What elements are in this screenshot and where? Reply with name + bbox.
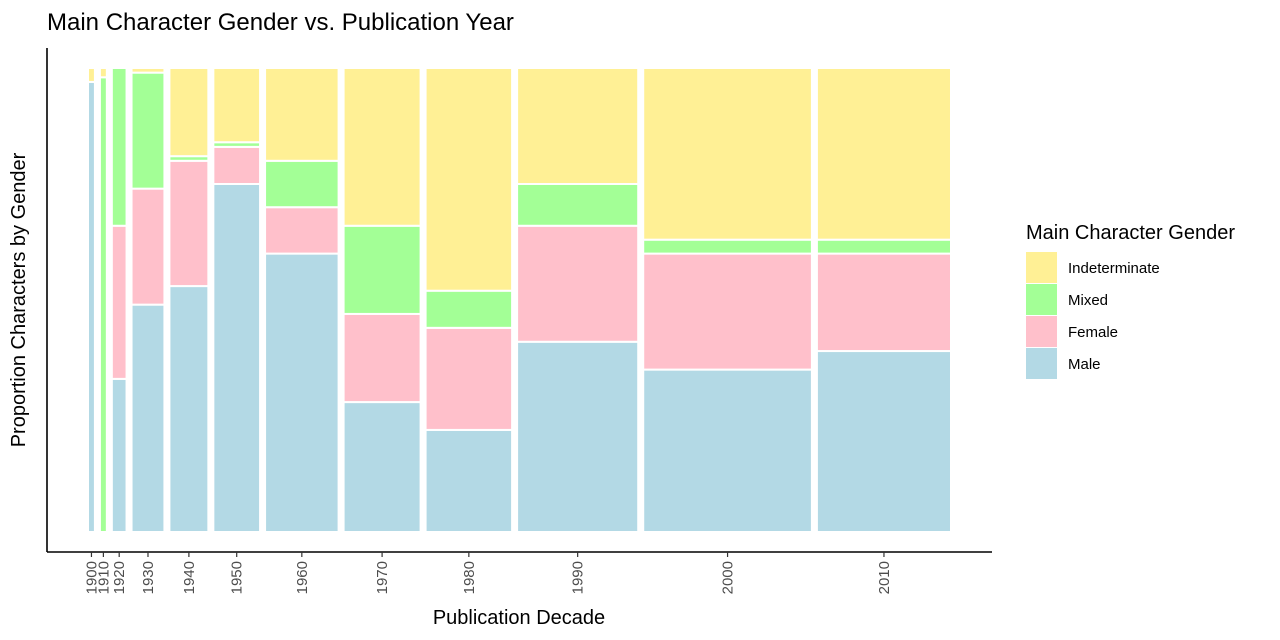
- x-tick-label: 1950: [229, 561, 246, 594]
- mosaic-tile-1980-female: [424, 326, 514, 431]
- mosaic-tile-1970-mixed: [342, 224, 422, 315]
- mosaic-tile-1980-indeterminate: [424, 67, 514, 292]
- y-axis-title: Proportion Characters by Gender: [8, 152, 30, 447]
- legend-label-mixed: Mixed: [1068, 292, 1108, 309]
- mosaic-tile-2000-indeterminate: [642, 67, 813, 241]
- mosaic-tile-1970-female: [342, 312, 422, 404]
- legend-title: Main Character Gender: [1026, 222, 1235, 244]
- x-tick-label: 2010: [876, 561, 893, 594]
- legend-label-indeterminate: Indeterminate: [1068, 260, 1160, 277]
- x-tick-label: 1900: [83, 561, 100, 594]
- mosaic-tile-1960-indeterminate: [264, 67, 340, 162]
- mosaic-tile-1950-female: [212, 145, 262, 186]
- x-tick-label: 1940: [181, 561, 198, 594]
- mosaic-tile-1990-male: [516, 340, 640, 534]
- mosaic-tile-1960-mixed: [264, 159, 340, 209]
- x-tick-label: 1970: [374, 561, 391, 594]
- mosaic-tile-1990-mixed: [516, 183, 640, 227]
- mosaic-tile-1920-female: [110, 224, 128, 380]
- mosaic-tile-2010-female: [815, 252, 952, 353]
- mosaic-tile-1940-male: [168, 285, 210, 533]
- mosaic-tile-2010-mixed: [815, 238, 952, 255]
- x-tick-label: 1920: [111, 561, 128, 594]
- x-tick-label: 1980: [461, 561, 478, 594]
- mosaic-tile-2000-male: [642, 368, 813, 533]
- mosaic-tile-1990-indeterminate: [516, 67, 640, 185]
- mosaic-tile-1920-male: [110, 377, 128, 533]
- x-tick-label: 1990: [570, 561, 587, 594]
- mosaic-tile-1960-male: [264, 252, 340, 533]
- legend: Main Character Gender Indeterminate Mixed…: [1026, 222, 1235, 379]
- mosaic-tile-1940-female: [168, 159, 210, 288]
- legend-key-indeterminate: [1026, 252, 1057, 283]
- mosaic-tile-1900-male: [87, 80, 96, 533]
- mosaic-tile-1900-indeterminate: [87, 67, 96, 83]
- x-tick-label: 2000: [720, 561, 737, 594]
- mosaic-tile-1910-mixed: [98, 76, 108, 533]
- mosaic-tile-1920-mixed: [110, 67, 128, 227]
- x-tick-label: 1910: [95, 561, 112, 594]
- legend-label-male: Male: [1068, 356, 1101, 373]
- mosaic-tile-2000-mixed: [642, 238, 813, 255]
- mosaic-tile-1950-indeterminate: [212, 67, 262, 144]
- mosaic-tile-1930-mixed: [130, 71, 166, 190]
- mosaic-tile-2010-male: [815, 350, 952, 534]
- mosaic-tile-1990-female: [516, 224, 640, 343]
- mosaic-tile-1940-indeterminate: [168, 67, 210, 158]
- mosaic-tile-1980-mixed: [424, 289, 514, 329]
- x-tick-label: 1930: [140, 561, 157, 594]
- mosaic-tile-1980-male: [424, 428, 514, 534]
- legend-label-female: Female: [1068, 324, 1118, 341]
- mosaic-tile-1930-female: [130, 187, 166, 306]
- mosaic-tile-1970-indeterminate: [342, 67, 422, 227]
- mosaic-tile-1910-indeterminate: [98, 67, 108, 79]
- mosaic-tile-2010-indeterminate: [815, 67, 952, 241]
- legend-key-mixed: [1026, 284, 1057, 315]
- plot-area: [87, 67, 952, 534]
- x-axis-title: Publication Decade: [433, 607, 605, 629]
- x-tick-label: 1960: [294, 561, 311, 594]
- mosaic-tile-1930-indeterminate: [130, 67, 166, 74]
- legend-key-female: [1026, 316, 1057, 347]
- mosaic-tile-1960-female: [264, 206, 340, 255]
- mosaic-tile-1930-male: [130, 303, 166, 534]
- mosaic-tile-2000-female: [642, 252, 813, 371]
- chart-title: Main Character Gender vs. Publication Ye…: [47, 9, 514, 36]
- mosaic-tile-1950-male: [212, 183, 262, 533]
- legend-key-male: [1026, 348, 1057, 379]
- mosaic-tile-1970-male: [342, 401, 422, 533]
